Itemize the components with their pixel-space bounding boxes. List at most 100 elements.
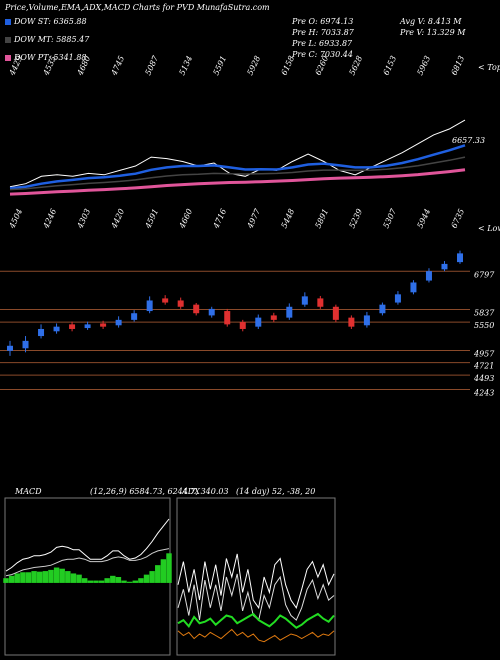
price-line <box>9 168 466 196</box>
candle-body <box>100 323 107 327</box>
candle-body <box>425 271 432 281</box>
histogram-bar <box>143 574 150 583</box>
candle-body <box>162 298 169 303</box>
info-text: Pre H: 7033.87 <box>291 28 355 37</box>
candle-body <box>69 324 76 329</box>
histogram-bar <box>65 571 71 583</box>
panel-title: ADX <box>181 487 200 496</box>
price-line <box>9 119 466 188</box>
candle-body <box>394 294 401 303</box>
candle-body <box>457 253 463 263</box>
histogram-bar <box>98 580 105 583</box>
histogram-bar <box>42 571 49 583</box>
info-text: Pre V: 13.329 M <box>399 28 466 37</box>
info-text: Pre L: 6933.87 <box>291 39 353 48</box>
histogram-bar <box>87 580 94 583</box>
panel-subtitle: (14 day) 52, -38, 20 <box>236 487 315 496</box>
adx-line <box>177 628 335 643</box>
legend-swatch <box>5 55 11 61</box>
candle-body <box>224 311 231 325</box>
histogram-bar <box>138 578 144 583</box>
candle-body <box>270 315 277 320</box>
candle-body <box>348 317 355 327</box>
histogram-bar <box>76 574 82 583</box>
candle-body <box>410 282 417 293</box>
legend-text: DOW PT: 5341.88 <box>13 53 87 62</box>
side-label: < Tops <box>478 63 500 72</box>
info-text: Pre O: 6974.13 <box>291 17 353 26</box>
candle-body <box>7 345 13 351</box>
histogram-bar <box>115 577 122 583</box>
candle-body <box>317 298 324 307</box>
y-tick-label: 4957 <box>473 349 495 358</box>
histogram-bar <box>48 569 54 583</box>
candle-body <box>441 263 448 270</box>
candle-body <box>363 315 370 326</box>
histogram-bar <box>53 567 60 583</box>
histogram-bar <box>155 565 161 583</box>
candle-body <box>286 306 293 318</box>
histogram-bar <box>149 571 155 583</box>
y-tick-label: 5837 <box>474 308 495 317</box>
y-tick-label: 4493 <box>473 374 494 383</box>
macd-line <box>5 548 170 577</box>
candle-body <box>84 324 91 329</box>
price-line <box>9 156 466 191</box>
price-line <box>9 144 466 190</box>
histogram-bar <box>104 578 110 583</box>
histogram-bar <box>126 581 133 583</box>
histogram-bar <box>37 571 43 583</box>
legend-text: DOW MT: 5885.47 <box>13 35 90 44</box>
y-tick-label: 4721 <box>473 362 494 371</box>
candle-body <box>22 340 29 349</box>
info-text: Avg V: 8.413 M <box>399 17 462 26</box>
legend-swatch <box>5 37 11 43</box>
histogram-bar <box>121 580 127 583</box>
candle-body <box>193 304 200 314</box>
panel-title: MACD <box>14 487 42 496</box>
candle-body <box>239 322 246 329</box>
macd-line <box>5 518 170 572</box>
candle-body <box>177 300 184 307</box>
histogram-bar <box>81 578 88 583</box>
legend-swatch <box>5 19 11 25</box>
side-label: < Lows <box>478 224 500 233</box>
y-tick-label: 4243 <box>473 388 494 397</box>
adx-line <box>177 553 335 610</box>
candle-body <box>208 308 215 316</box>
histogram-bar <box>70 573 77 583</box>
chart-title: Price,Volume,EMA,ADX,MACD Charts for PVD… <box>4 3 270 12</box>
histogram-bar <box>14 573 20 583</box>
histogram-bar <box>59 568 65 583</box>
candle-body <box>301 296 308 305</box>
candle-body <box>53 326 60 332</box>
histogram-bar <box>166 553 172 583</box>
y-tick-label: 5550 <box>474 321 494 330</box>
histogram-bar <box>3 578 9 583</box>
histogram-bar <box>93 580 99 583</box>
adx-line <box>177 612 335 630</box>
info-text: Pre C: 7030.44 <box>291 50 353 59</box>
candle-body <box>255 317 262 327</box>
annotation: 6657.33 <box>452 136 485 145</box>
panel-subtitle: (12,26,9) 6584.73, 6244.7, 340.03 <box>90 487 229 496</box>
histogram-bar <box>31 571 37 583</box>
y-tick-label: 6797 <box>474 270 495 279</box>
legend-text: DOW ST: 6365.88 <box>13 17 87 26</box>
adx-frame <box>176 497 336 656</box>
histogram-bar <box>8 575 15 583</box>
histogram-bar <box>132 580 138 583</box>
candle-body <box>38 328 45 337</box>
candle-body <box>332 306 339 320</box>
candle-body <box>115 319 122 326</box>
histogram-bar <box>25 572 32 583</box>
candle-body <box>379 304 386 314</box>
histogram-bar <box>20 572 26 583</box>
histogram-bar <box>160 559 167 583</box>
candle-body <box>146 300 153 312</box>
candle-body <box>131 313 138 320</box>
histogram-bar <box>110 575 116 583</box>
